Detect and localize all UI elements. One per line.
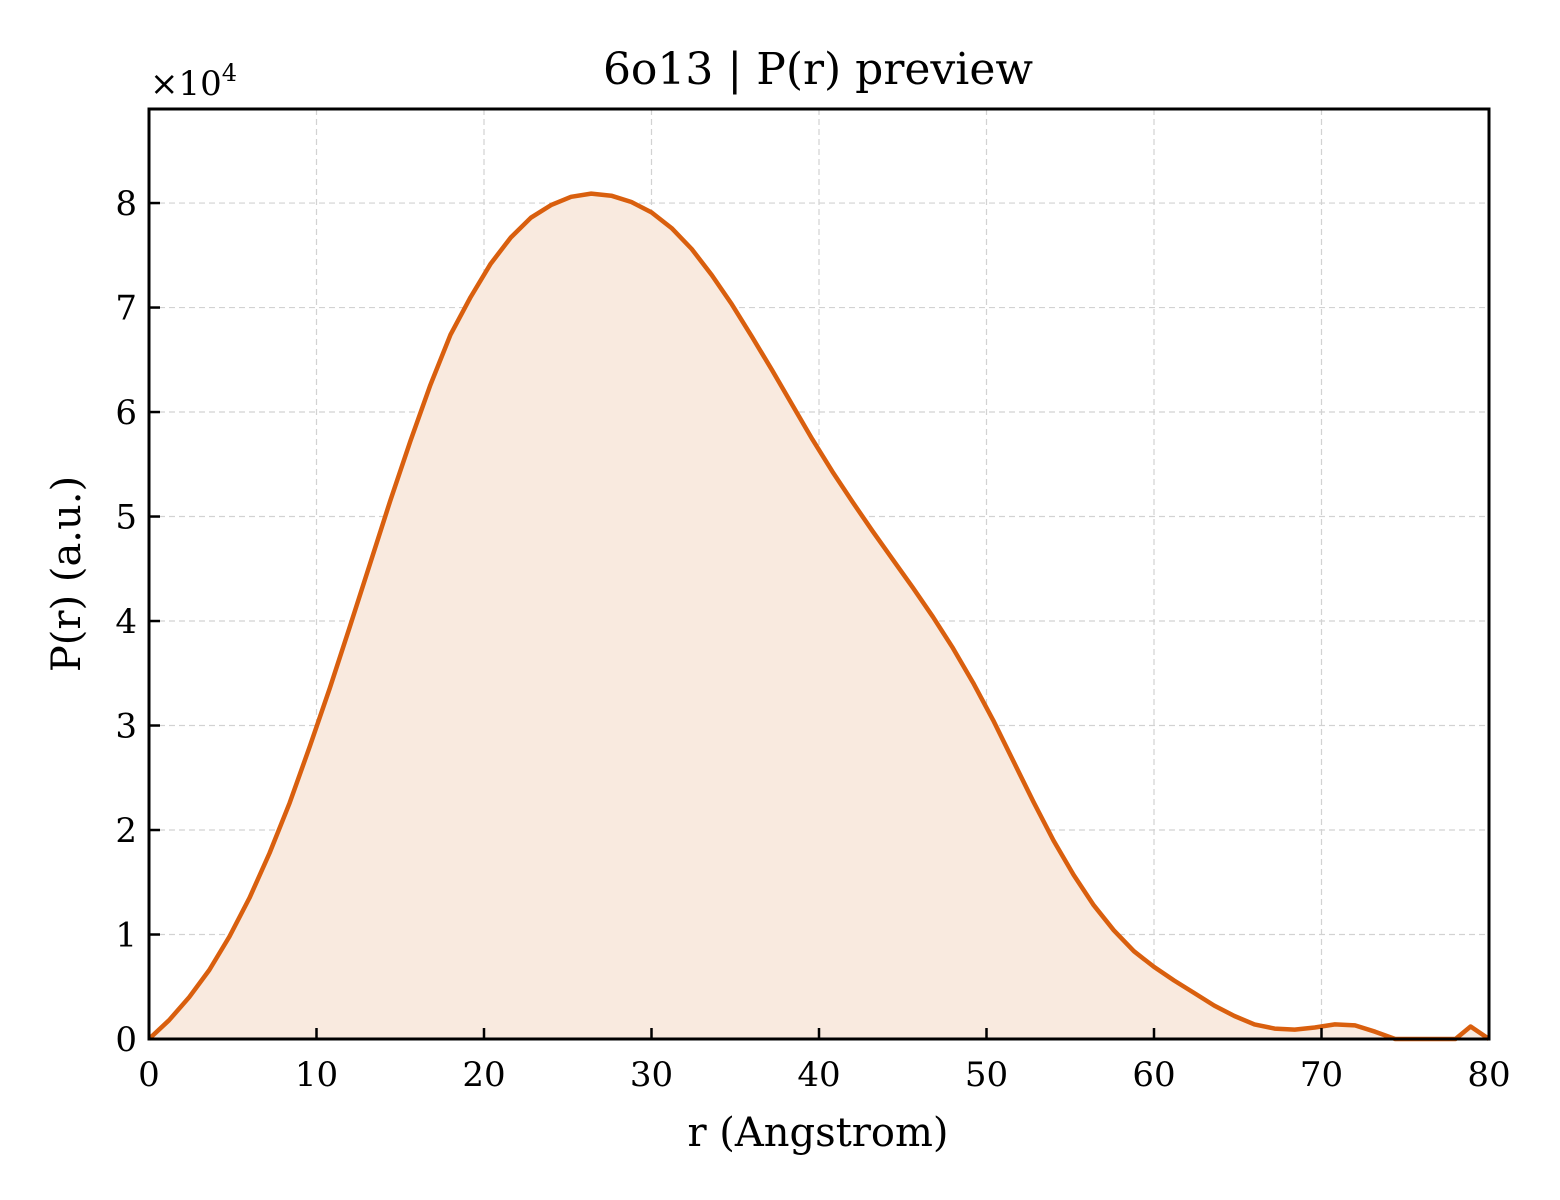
y-multiplier-base: ×10: [150, 64, 222, 104]
pr-area-fill: [149, 193, 1489, 1040]
x-tick-label: 60: [1132, 1055, 1175, 1095]
y-axis-multiplier: ×104: [150, 59, 237, 104]
y-tick-label: 7: [115, 289, 137, 329]
y-tick-label: 8: [115, 184, 137, 224]
x-tick-label: 70: [1300, 1055, 1343, 1095]
y-tick-label: 5: [115, 498, 137, 538]
x-tick-label: 0: [138, 1055, 160, 1095]
x-tick-label: 10: [295, 1055, 338, 1095]
chart-title: 6o13 | P(r) preview: [603, 44, 1033, 95]
x-tick-label: 40: [797, 1055, 840, 1095]
axis-ticks: 0 10 20 30 40 50 60 70 80 0 1 2 3 4 5 6 7 8: [115, 184, 1510, 1095]
y-tick-label: 0: [115, 1020, 137, 1060]
pr-curve: [147, 191, 1491, 1042]
y-tick-label: 4: [115, 602, 137, 642]
x-axis-label: r (Angstrom): [687, 1110, 948, 1156]
y-multiplier-exponent: 4: [222, 59, 237, 87]
x-tick-label: 20: [462, 1055, 505, 1095]
y-tick-label: 6: [115, 393, 137, 433]
y-tick-label: 1: [115, 916, 137, 956]
y-axis-label: P(r) (a.u.): [44, 476, 90, 672]
x-tick-label: 30: [630, 1055, 673, 1095]
x-tick-label: 80: [1467, 1055, 1510, 1095]
x-tick-label: 50: [965, 1055, 1008, 1095]
y-tick-label: 2: [115, 811, 137, 851]
y-tick-label: 3: [115, 707, 137, 747]
